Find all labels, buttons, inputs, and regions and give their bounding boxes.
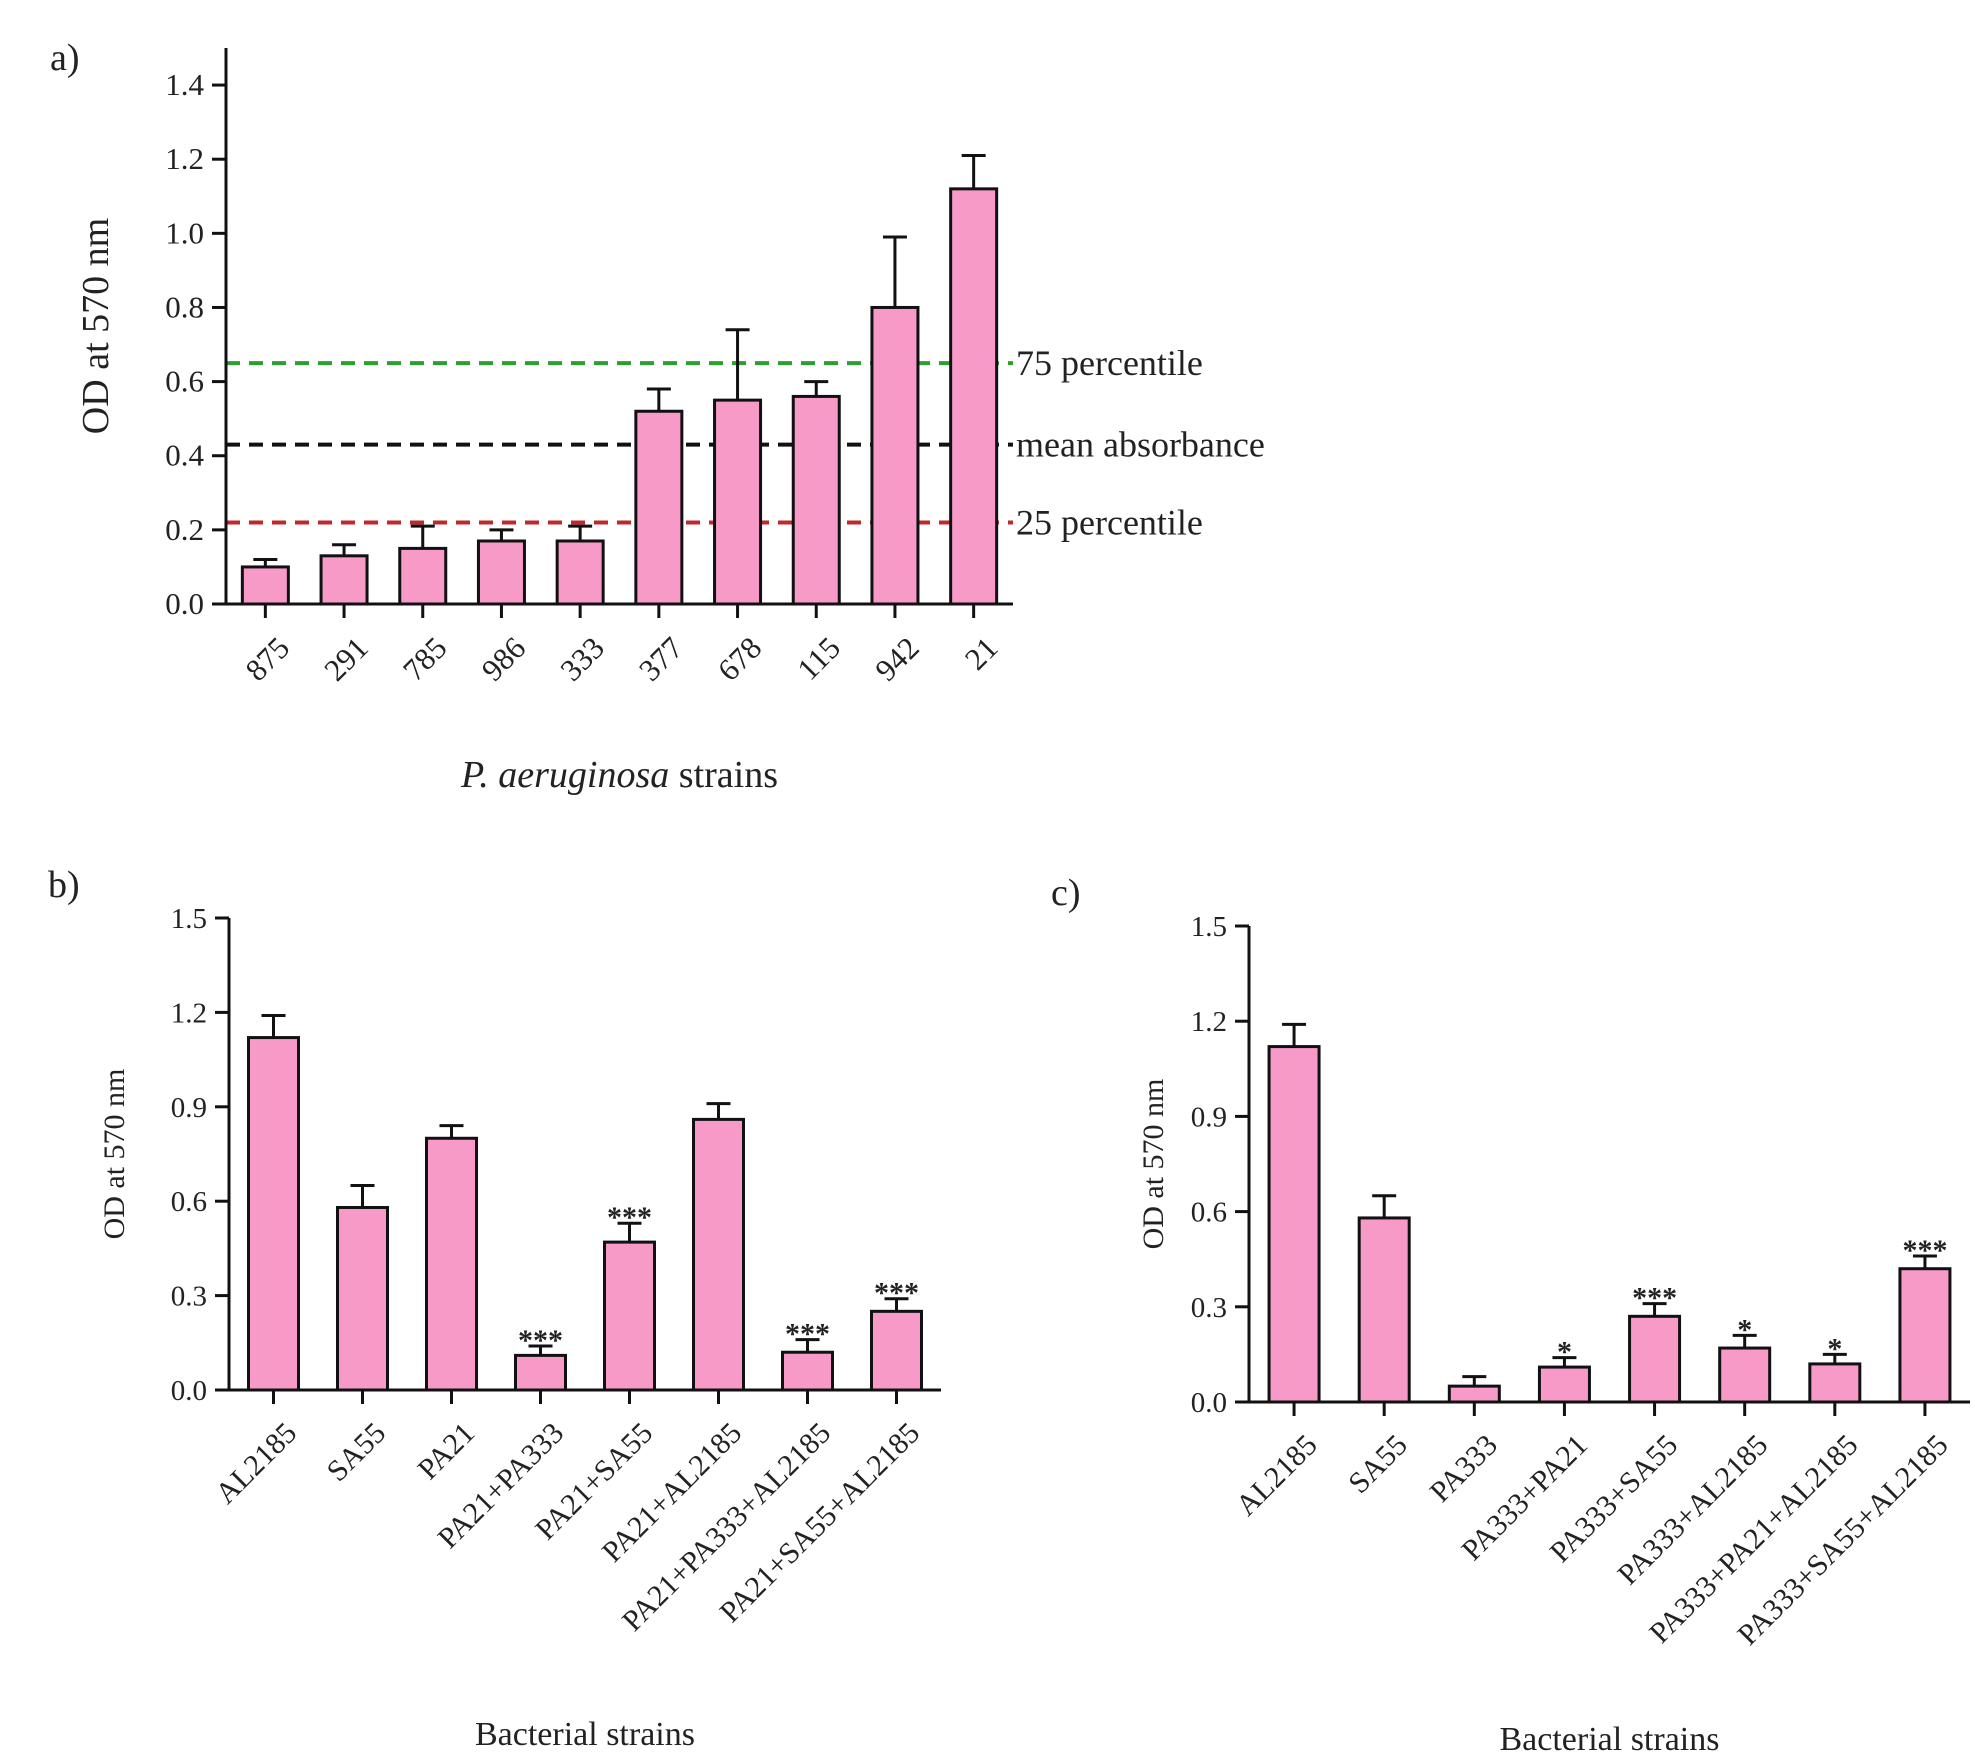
chart-panel-c: c)AL2185 SA55 PA333*PA333+PA21***PA333+SA5…	[1051, 872, 1970, 1756]
significance-label: *	[1827, 1332, 1842, 1365]
bar	[1628, 1314, 1682, 1404]
bar	[240, 565, 290, 606]
bar	[603, 1240, 656, 1392]
significance-label: ***	[1902, 1234, 1947, 1267]
x-tick-label: 115	[790, 630, 847, 687]
x-axis-label-rest: strains	[669, 754, 778, 796]
y-tick-label: 0.8	[165, 289, 204, 324]
x-axis-label: Bacterial strains	[475, 1716, 695, 1753]
bar	[476, 539, 526, 606]
y-tick-label: 0.0	[171, 1375, 207, 1407]
panel-label: b)	[48, 864, 80, 906]
significance-label: *	[1737, 1313, 1752, 1346]
y-tick-label: 1.5	[1191, 911, 1227, 943]
panel-label: a)	[50, 37, 80, 79]
bar	[319, 554, 369, 606]
bar	[1267, 1045, 1321, 1404]
bar	[713, 398, 763, 606]
bar	[870, 305, 920, 606]
panel-label: c)	[1051, 872, 1081, 914]
x-tick-label: 875	[239, 630, 297, 688]
x-tick-label: PA21	[411, 1416, 481, 1486]
bar	[634, 409, 684, 606]
bar	[1537, 1365, 1591, 1404]
y-tick-label: 1.2	[165, 141, 204, 176]
reference-line-label: 25 percentile	[1016, 502, 1203, 542]
x-tick-label: 785	[396, 630, 454, 688]
significance-label: ***	[607, 1201, 652, 1234]
x-tick-label: AL2185	[1230, 1428, 1324, 1522]
bar	[555, 539, 605, 606]
y-tick-label: 1.5	[171, 903, 207, 935]
y-tick-label: 0.9	[171, 1092, 207, 1124]
y-tick-label: 0.0	[165, 586, 204, 621]
bar	[1808, 1362, 1862, 1404]
x-axis-label-italic: P. aeruginosa	[460, 754, 669, 796]
bar	[791, 394, 841, 606]
y-tick-label: 1.2	[1191, 1006, 1227, 1038]
x-tick-label: 377	[632, 630, 690, 688]
significance-label: ***	[518, 1324, 563, 1357]
x-tick-label: 678	[711, 630, 769, 688]
bar	[949, 187, 999, 606]
bar	[1898, 1267, 1952, 1404]
y-tick-label: 0.9	[1191, 1101, 1227, 1133]
y-tick-label: 1.2	[171, 997, 207, 1029]
y-axis-label: OD at 570 nm	[75, 218, 117, 434]
x-tick-label: 942	[868, 630, 926, 688]
y-axis-label: OD at 570 nm	[98, 1069, 131, 1240]
significance-label: *	[1557, 1336, 1572, 1369]
y-tick-label: 0.2	[165, 512, 204, 547]
y-tick-label: 0.3	[171, 1281, 207, 1313]
reference-line-label: 75 percentile	[1016, 343, 1203, 383]
bar	[1447, 1384, 1501, 1404]
chart-panel-a: a) 75 percentile mean absorbance 25 percent…	[50, 37, 1265, 796]
x-tick-label: SA55	[320, 1416, 392, 1488]
bar	[870, 1309, 923, 1392]
bar	[781, 1350, 834, 1392]
bar	[247, 1036, 300, 1392]
x-axis-label: Bacterial strains	[1500, 1721, 1720, 1756]
x-tick-label: AL2185	[209, 1416, 303, 1510]
bar	[398, 546, 448, 606]
y-tick-label: 0.0	[1191, 1387, 1227, 1419]
y-tick-label: 0.3	[1191, 1292, 1227, 1324]
x-tick-label: 333	[553, 630, 611, 688]
y-tick-label: 0.4	[165, 438, 204, 473]
reference-line-label: mean absorbance	[1016, 425, 1265, 465]
bar	[692, 1117, 745, 1392]
x-tick-label: 21	[958, 630, 1005, 677]
y-axis-label: OD at 570 nm	[1137, 1079, 1170, 1250]
bar	[425, 1136, 478, 1392]
y-tick-label: 0.6	[1191, 1197, 1227, 1229]
x-tick-label: PA333	[1424, 1428, 1504, 1508]
bar	[514, 1353, 567, 1392]
y-tick-label: 1.4	[165, 67, 204, 102]
x-tick-label: 291	[317, 630, 375, 688]
y-tick-label: 0.6	[165, 364, 204, 399]
y-tick-label: 0.6	[171, 1186, 207, 1218]
x-tick-label: SA55	[1342, 1428, 1414, 1500]
x-axis-label: P. aeruginosa strains	[460, 754, 778, 796]
bar	[336, 1205, 389, 1392]
bar	[1357, 1216, 1411, 1404]
x-tick-label: 986	[475, 630, 533, 688]
bar	[1718, 1346, 1772, 1404]
y-tick-label: 1.0	[165, 215, 204, 250]
chart-panel-b: b)AL2185 SA55 PA21***PA21+PA333***PA21+SA5…	[48, 864, 941, 1753]
significance-label: ***	[1632, 1282, 1677, 1315]
significance-label: ***	[785, 1318, 830, 1351]
significance-label: ***	[874, 1277, 919, 1310]
